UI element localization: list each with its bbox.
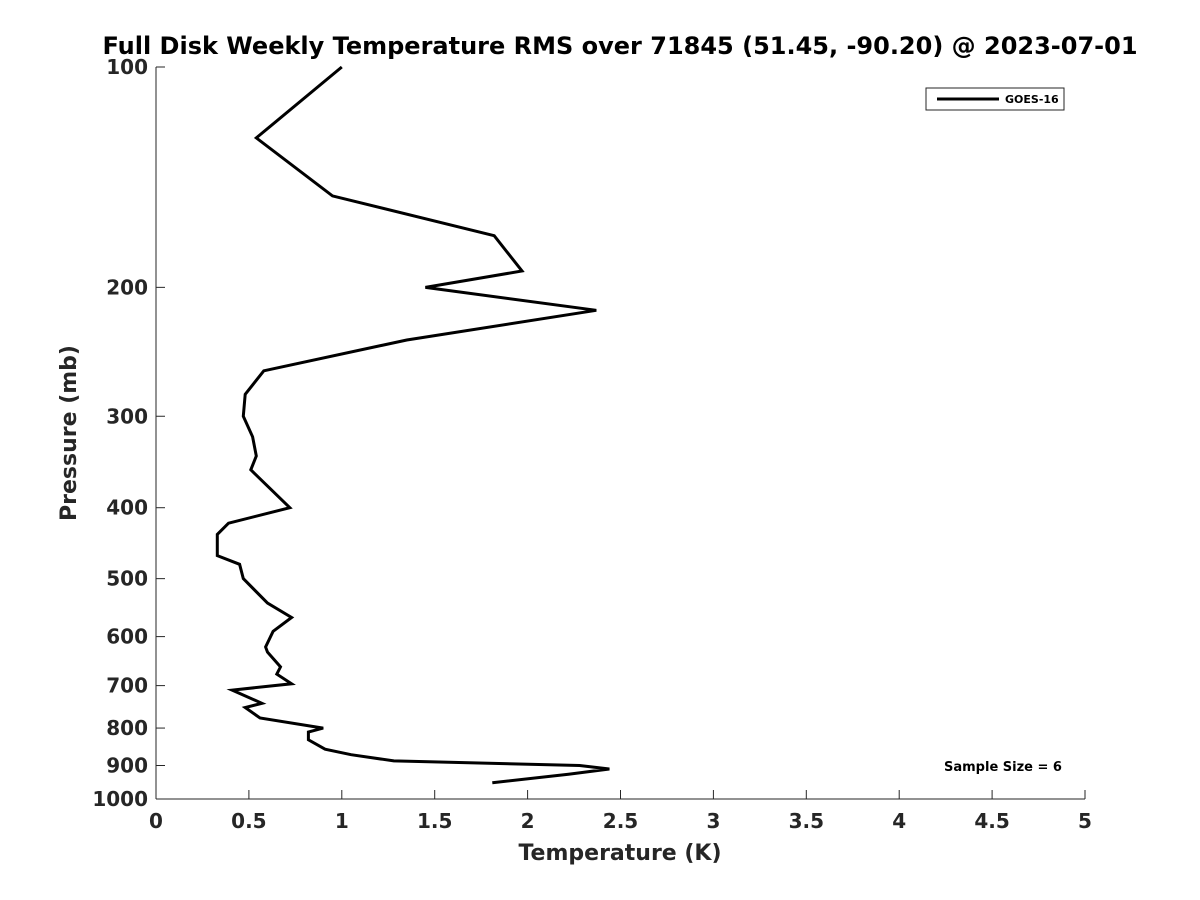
legend-label-goes-16: GOES-16	[1005, 93, 1059, 106]
series-line-goes-16	[215, 65, 610, 785]
y-tick-label: 900	[106, 754, 148, 778]
x-tick-label: 4.5	[974, 809, 1009, 833]
x-tick-label: 3.5	[789, 809, 824, 833]
y-tick-label: 1000	[92, 787, 148, 811]
y-tick-label: 600	[106, 625, 148, 649]
x-tick-label: 2	[521, 809, 535, 833]
x-tick-label: 3	[706, 809, 720, 833]
legend: GOES-16	[925, 87, 1065, 111]
y-tick-label: 300	[106, 404, 148, 428]
x-tick-label: 0	[149, 809, 163, 833]
y-tick-label: 100	[106, 55, 148, 79]
x-tick-label: 1.5	[417, 809, 452, 833]
x-axis-label: Temperature (K)	[518, 841, 721, 866]
series-layer	[215, 65, 610, 785]
y-tick-label: 700	[106, 674, 148, 698]
y-axis-label: Pressure (mb)	[57, 345, 82, 521]
x-axis-ticks: 0 0.5 1 1.5 2 2.5 3 3.5 4 4.5 5	[149, 790, 1092, 833]
x-tick-label: 1	[335, 809, 349, 833]
y-tick-label: 500	[106, 567, 148, 591]
sample-size-annotation: Sample Size = 6	[944, 760, 1062, 775]
x-tick-label: 4	[892, 809, 906, 833]
chart-title: Full Disk Weekly Temperature RMS over 71…	[102, 32, 1137, 60]
x-tick-label: 0.5	[231, 809, 266, 833]
x-tick-label: 5	[1078, 809, 1092, 833]
plot-area	[156, 67, 1085, 799]
y-axis-ticks: 100 200 300 400 500 600 700 800 900 1000	[92, 55, 165, 811]
y-tick-label: 800	[106, 716, 148, 740]
x-tick-label: 2.5	[603, 809, 638, 833]
y-tick-label: 400	[106, 496, 148, 520]
y-tick-label: 200	[106, 275, 148, 299]
